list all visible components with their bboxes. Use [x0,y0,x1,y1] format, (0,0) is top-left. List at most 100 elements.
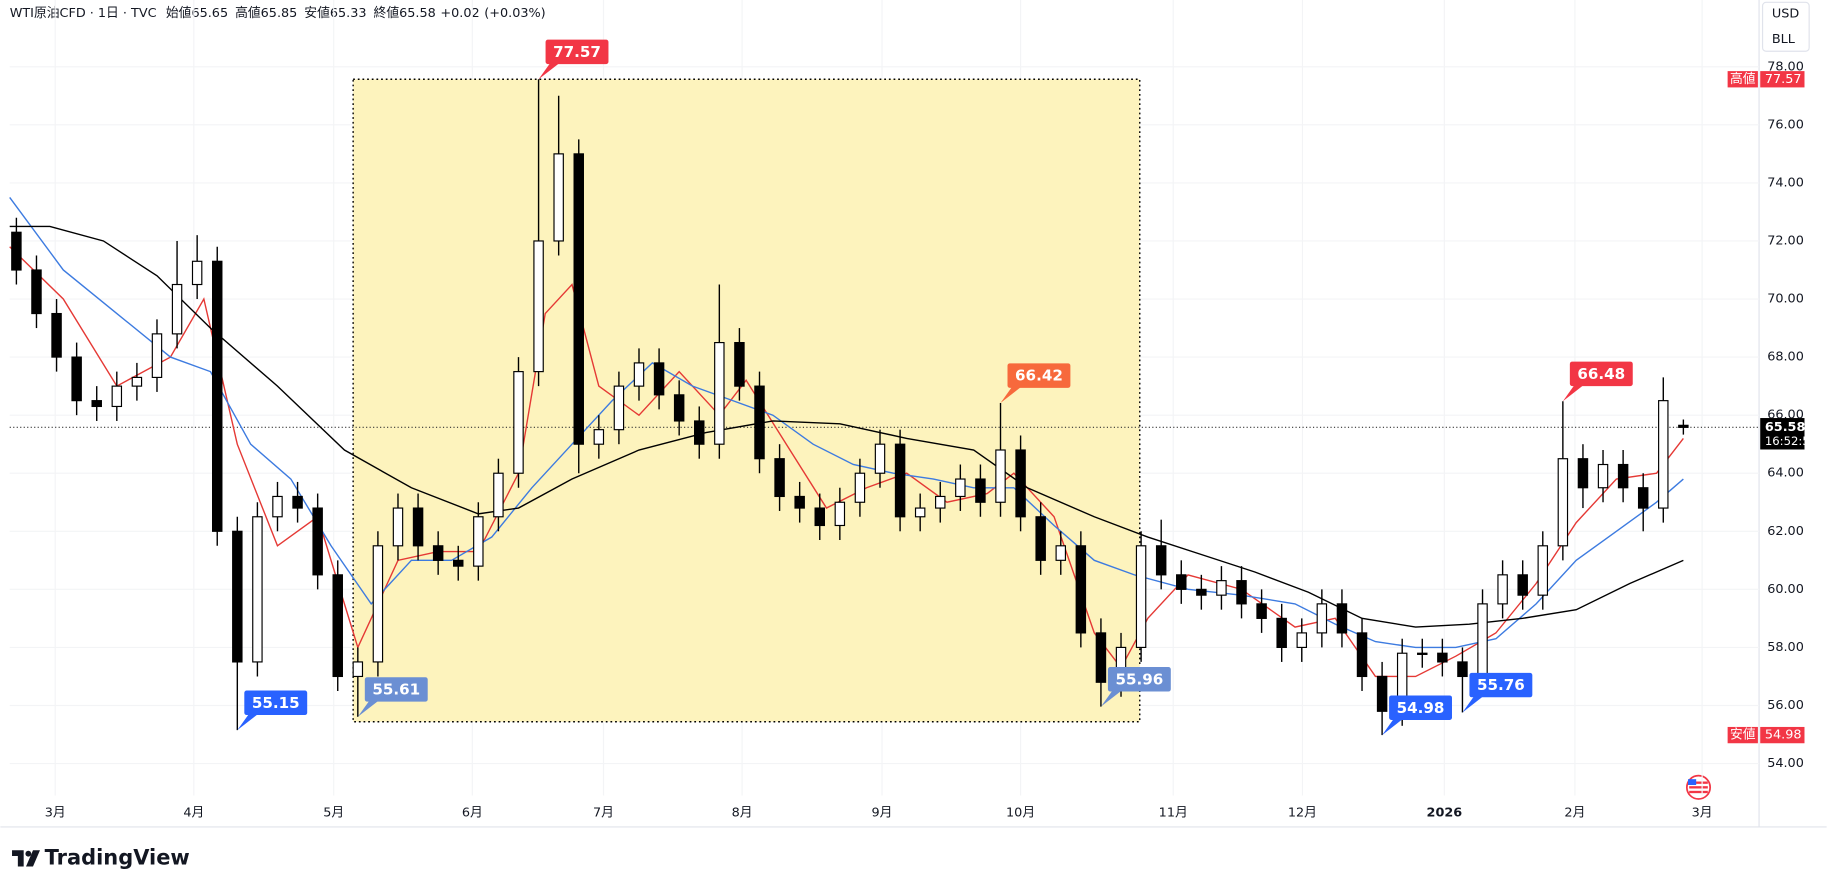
candle-body [71,356,82,402]
price-tag-label-box [1727,71,1758,88]
candle-body [874,443,886,474]
close: 65.58 [399,5,436,20]
low: 65.33 [330,5,367,20]
annotation-box [244,690,308,716]
annotation-pointer [1100,690,1122,707]
candle-body [292,495,303,509]
countdown: 16:52:53 [1765,434,1817,448]
last-price-label: 65.58 [1765,420,1806,435]
last-price-box [1760,418,1805,450]
x-tick-label: 9月 [872,805,893,820]
moving-average-line [9,225,1684,628]
candle-body [1055,545,1067,561]
annotation-label: 54.98 [1397,699,1445,717]
x-tick-label: 4月 [183,805,204,820]
candle-body [613,385,625,431]
annotation-box [545,39,609,65]
candle-body [1236,580,1247,605]
candle-body [513,371,524,474]
candle-body [774,458,785,498]
close-label: 終値 [374,4,400,20]
candle-body [1176,574,1187,590]
candle-body [151,333,163,379]
candle-body [794,495,805,509]
annotation-box [1469,672,1533,698]
candle-body [694,420,705,445]
y-tick-label: 56.00 [1767,698,1804,713]
annotation-label: 55.96 [1115,670,1163,688]
candle-body [935,495,946,509]
candle-body [1196,588,1207,596]
candle-body [111,385,123,408]
candle-body [1658,400,1669,509]
price-tag-label: 高値 [1730,71,1756,87]
candle-body [432,545,444,561]
candle-body [131,376,143,387]
y-tick-label: 58.00 [1767,640,1804,655]
candle-body [955,478,966,498]
candle-body [1095,632,1107,683]
candle-body [272,495,283,518]
change: +0.02 [440,5,479,20]
annotation-label: 77.57 [553,43,601,61]
candle-body [1015,449,1026,518]
annotation-box [1007,363,1071,388]
candle-body [573,153,584,445]
candle-body [171,283,183,335]
y-tick-label: 70.00 [1767,292,1804,307]
candle-body [1216,580,1227,596]
annotation-label: 55.15 [252,694,300,712]
y-tick-label: 60.00 [1767,582,1804,597]
x-tick-label: 12月 [1288,805,1317,820]
y-tick-label: 54.00 [1767,756,1804,771]
candle-body [1035,516,1046,561]
x-tick-label: 2026 [1427,805,1463,820]
candle-body [1075,545,1087,634]
annotation-box [1107,667,1171,692]
candle-body [975,478,986,503]
currency-box[interactable] [1761,1,1810,52]
candle-body [854,472,866,503]
candle-body [714,341,725,445]
annotation-box [1389,695,1452,720]
candle-body [11,231,22,271]
logo [12,850,40,867]
candle-body [1296,632,1308,649]
symbol: WTI原油CFD · 1日 · TVC [10,5,157,20]
candle-body [252,516,263,663]
candle-body [191,260,203,286]
candle-body [533,240,544,373]
x-tick-label: 10月 [1006,805,1035,820]
open: 65.65 [191,5,228,20]
candle-body [1437,652,1448,663]
candle-body [1135,545,1147,649]
annotation-pointer [1462,696,1484,713]
candle-body [1577,458,1589,489]
candle-body [91,400,102,408]
moving-average-line [9,246,1684,678]
open-label: 始値 [166,4,192,20]
candle-body [593,429,605,445]
candle-body [814,507,825,527]
candle-body [1376,675,1388,712]
candle-body [1276,617,1287,649]
x-tick-label: 11月 [1159,805,1188,820]
y-tick-label: 68.00 [1767,350,1804,365]
candle-body [734,341,745,387]
candle-body [332,574,343,678]
candle-body [653,362,665,396]
price-tag-box [1760,71,1805,88]
y-tick-label: 74.00 [1767,175,1804,190]
unit: BLL [1772,32,1796,47]
price-tag-value: 54.98 [1765,728,1802,743]
candle-body [493,472,504,518]
candle-body [1497,574,1508,605]
candle-body [633,362,645,387]
candle-body [1256,603,1267,619]
candle-body [312,507,323,576]
candle-body [1597,463,1609,489]
x-tick-label: 6月 [462,805,483,820]
annotation-label: 66.42 [1015,367,1063,385]
candle-body [1617,463,1629,489]
candle-body [995,449,1006,503]
